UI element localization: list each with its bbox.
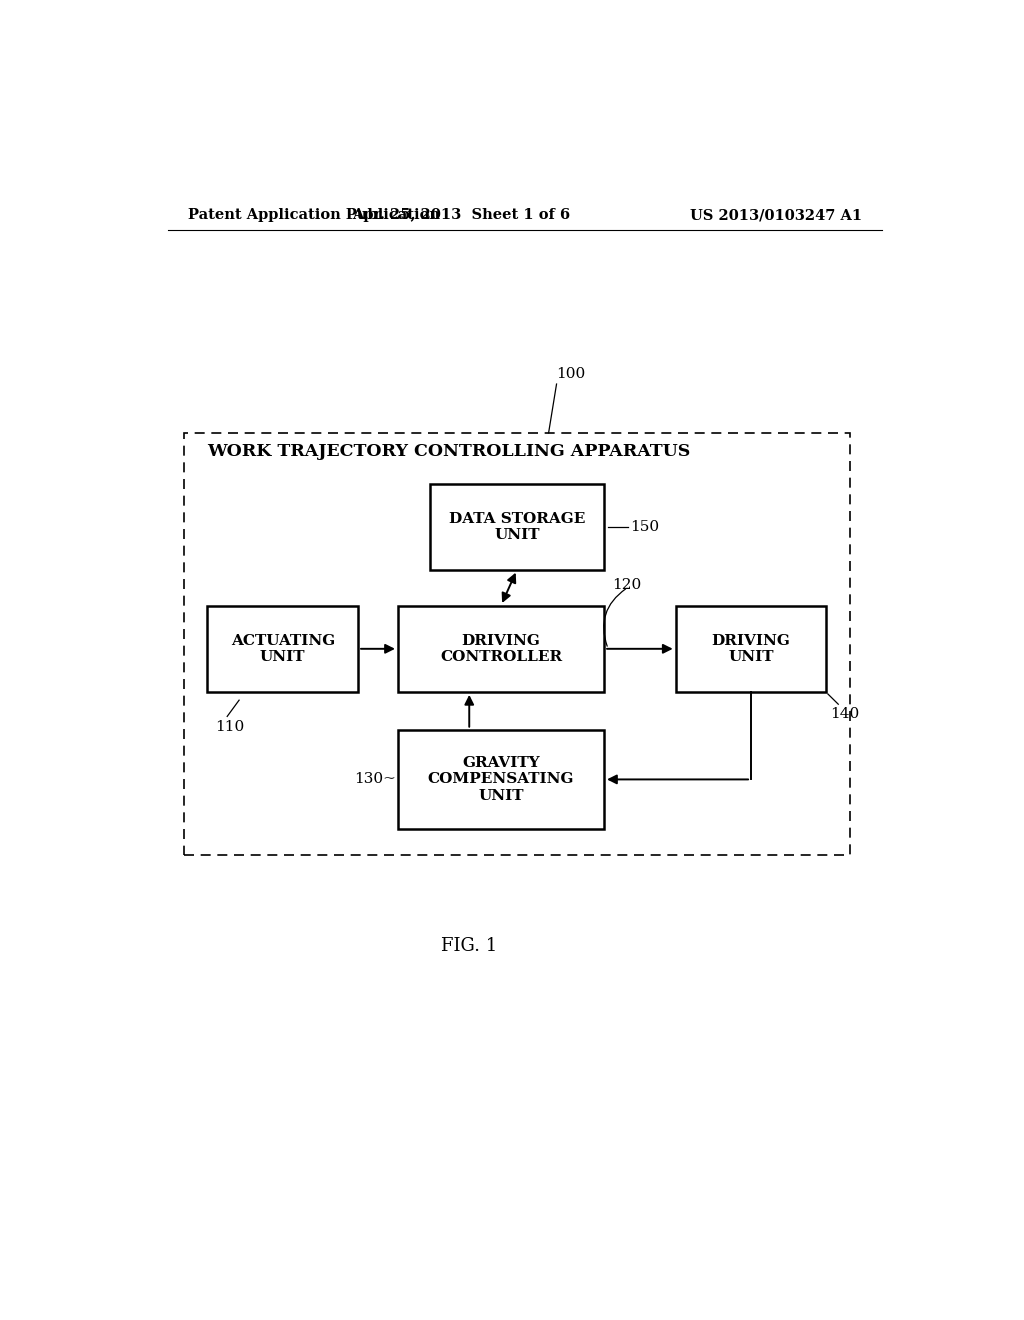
Text: DRIVING
CONTROLLER: DRIVING CONTROLLER <box>440 634 562 664</box>
Text: WORK TRAJECTORY CONTROLLING APPARATUS: WORK TRAJECTORY CONTROLLING APPARATUS <box>207 442 690 459</box>
Bar <box>183 433 850 854</box>
Text: 120: 120 <box>612 578 641 593</box>
Text: FIG. 1: FIG. 1 <box>441 937 498 956</box>
Text: ACTUATING
UNIT: ACTUATING UNIT <box>230 634 335 664</box>
Bar <box>397 606 604 692</box>
Text: 100: 100 <box>557 367 586 381</box>
Text: DRIVING
UNIT: DRIVING UNIT <box>712 634 791 664</box>
Text: US 2013/0103247 A1: US 2013/0103247 A1 <box>690 209 862 222</box>
Text: GRAVITY
COMPENSATING
UNIT: GRAVITY COMPENSATING UNIT <box>428 756 574 803</box>
Text: 140: 140 <box>830 708 859 721</box>
Bar <box>430 483 604 570</box>
Text: 130~: 130~ <box>354 772 396 787</box>
Text: 110: 110 <box>215 721 245 734</box>
Text: Apr. 25, 2013  Sheet 1 of 6: Apr. 25, 2013 Sheet 1 of 6 <box>352 209 570 222</box>
Bar <box>676 606 826 692</box>
Bar <box>207 606 358 692</box>
Text: Patent Application Publication: Patent Application Publication <box>187 209 439 222</box>
Bar <box>397 730 604 829</box>
Text: 150: 150 <box>631 520 659 533</box>
Text: DATA STORAGE
UNIT: DATA STORAGE UNIT <box>449 512 585 543</box>
